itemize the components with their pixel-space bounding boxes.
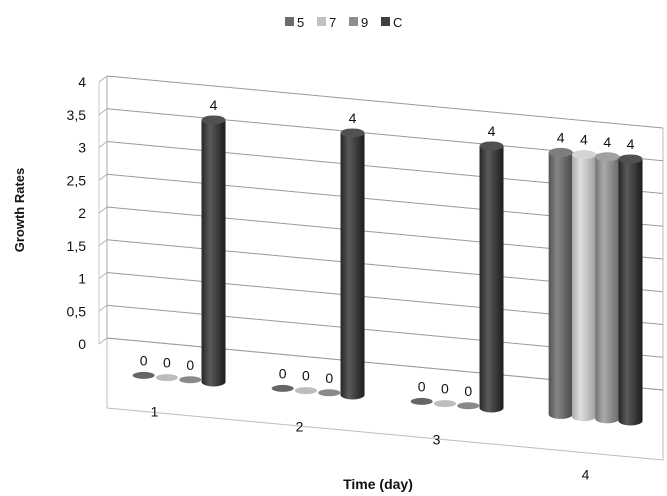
data-label: 4	[557, 129, 565, 145]
gridline-wall-segment	[99, 207, 107, 213]
gridline-wall-segment	[99, 240, 107, 246]
y-tick-label: 3	[78, 140, 86, 156]
y-tick-label: 1	[78, 271, 86, 287]
legend-swatch	[349, 17, 358, 26]
y-axis-title: Growth Rates	[12, 168, 27, 253]
data-label: 0	[302, 368, 310, 384]
legend: 5 7 9 C	[285, 15, 402, 30]
bar-cylinder	[619, 159, 643, 426]
bar-cylinder	[549, 152, 573, 419]
data-label: 0	[464, 383, 472, 399]
bar-top	[480, 141, 504, 150]
legend-label: 9	[361, 15, 368, 30]
bar-zero-disc	[457, 402, 479, 409]
y-tick-label: 4	[78, 74, 86, 90]
data-label: 0	[140, 352, 148, 368]
gridline-wall-segment	[99, 174, 107, 180]
data-label: 4	[603, 134, 611, 150]
legend-swatch	[381, 17, 390, 26]
gridline-wall-segment	[99, 109, 107, 115]
legend-label: 7	[329, 15, 336, 30]
y-tick-label: 1,5	[67, 238, 87, 254]
data-label: 4	[580, 132, 588, 148]
bar-cylinder	[572, 155, 596, 422]
data-label: 4	[488, 123, 496, 139]
legend-swatch	[317, 17, 326, 26]
x-tick-label: 2	[296, 419, 304, 435]
bar-zero-disc	[133, 372, 155, 379]
legend-label: 5	[297, 15, 304, 30]
y-tick-label: 2	[78, 205, 86, 221]
gridline-wall-segment	[99, 305, 107, 311]
bar-top	[549, 148, 573, 157]
bar-cylinder	[480, 146, 504, 413]
bar-top	[572, 150, 596, 159]
data-label: 4	[210, 97, 218, 113]
bar-cylinder	[202, 120, 226, 387]
bar-top	[202, 115, 226, 124]
bar-zero-disc	[411, 398, 433, 405]
gridline-wall-segment	[99, 142, 107, 148]
bar-zero-disc	[295, 387, 317, 394]
x-tick-label: 4	[582, 467, 590, 483]
gridline-wall-segment	[99, 338, 107, 344]
bar-zero-disc	[318, 389, 340, 396]
data-label: 0	[279, 365, 287, 381]
bar-cylinder	[595, 157, 619, 424]
x-tick-label: 3	[433, 432, 441, 448]
bar-top	[341, 128, 365, 137]
data-label: 0	[163, 355, 171, 371]
gridline	[107, 76, 663, 128]
bar-zero-disc	[272, 385, 294, 392]
x-tick-label: 1	[151, 404, 159, 420]
x-axis-title: Time (day)	[343, 476, 413, 492]
gridline-wall-segment	[99, 273, 107, 279]
bar-zero-disc	[179, 376, 201, 383]
data-label: 0	[441, 381, 449, 397]
gridline-wall-segment	[99, 76, 107, 82]
legend-label: C	[393, 15, 402, 30]
data-label: 0	[325, 370, 333, 386]
bar-top	[619, 154, 643, 163]
bar-zero-disc	[434, 400, 456, 407]
data-label: 0	[186, 357, 194, 373]
bar-top	[595, 152, 619, 161]
bar-zero-disc	[156, 374, 178, 381]
y-tick-label: 2,5	[67, 172, 87, 188]
data-label: 4	[349, 110, 357, 126]
data-label: 4	[627, 136, 635, 152]
y-tick-label: 3,5	[67, 107, 87, 123]
legend-swatch	[285, 17, 294, 26]
y-tick-label: 0	[78, 336, 86, 352]
data-label: 0	[418, 378, 426, 394]
y-tick-label: 0,5	[67, 303, 87, 319]
y-tick-labels: 0 0,5 1 1,5 2 2,5 3 3,5 4	[67, 74, 87, 352]
bar-cylinder	[341, 133, 365, 400]
